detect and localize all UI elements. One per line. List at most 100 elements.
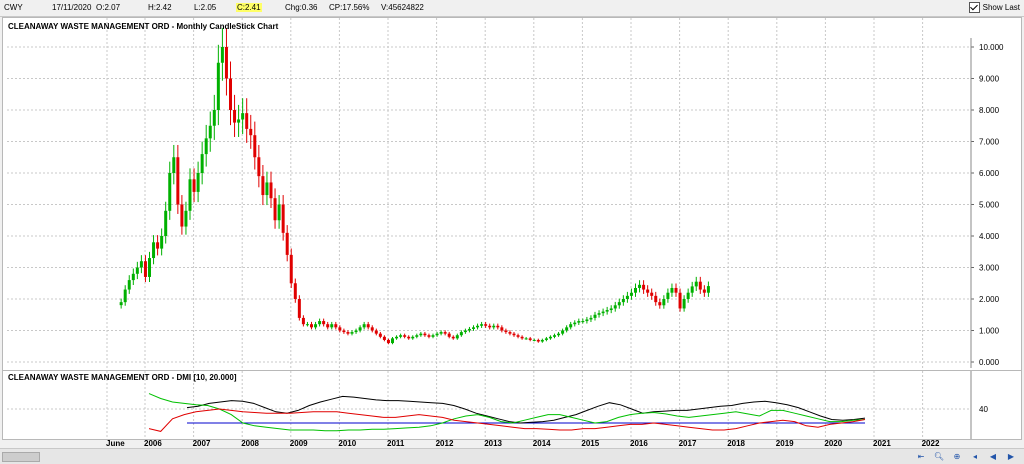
candle-down [374, 330, 378, 334]
candle-up [662, 299, 666, 306]
x-tick-label: 2007 [193, 439, 211, 448]
open-label: O:2.07 [96, 3, 121, 12]
candle-up [625, 295, 629, 299]
x-tick-label: 2022 [922, 439, 940, 448]
dmi-line-diminus [148, 408, 866, 432]
candle-up [184, 210, 188, 227]
candle-up [354, 330, 358, 333]
y-tick-label: 9.000 [979, 75, 1000, 84]
candle-up [212, 110, 216, 126]
candle-down [407, 336, 411, 339]
candle-up [585, 319, 589, 322]
y-tick-label: 7.000 [979, 138, 1000, 147]
y-tick-label: 2.000 [979, 295, 1000, 304]
step-first-icon[interactable]: ◂ [972, 452, 977, 461]
candle-up [318, 321, 322, 325]
candle-up [439, 332, 443, 334]
price-chart-panel: 0.000 1.000 2.000 3.000 4.000 5.000 6.000 7.000… [2, 17, 1022, 371]
candle-up [435, 333, 439, 336]
show-last-toggle[interactable]: Show Last [968, 2, 1020, 13]
candle-down [512, 333, 516, 336]
candle-up [168, 173, 172, 211]
candle-down [403, 335, 407, 337]
x-tick-label: 2015 [581, 439, 599, 448]
step-forward-icon[interactable]: ▶ [1007, 452, 1015, 461]
candle-up [544, 338, 548, 340]
candle-down [378, 333, 382, 337]
candle-down [269, 182, 273, 199]
candle-down [229, 78, 232, 110]
candle-up [131, 273, 135, 281]
candle-up [188, 179, 192, 211]
candle-up [391, 338, 394, 344]
candle-up [208, 125, 212, 139]
candle-down [484, 324, 488, 326]
candle-up [204, 138, 208, 155]
candle-up [480, 324, 484, 326]
candle-down [654, 295, 658, 303]
candle-up [350, 332, 354, 334]
candle-up [455, 335, 459, 339]
candle-up [277, 204, 281, 221]
zoom-in-icon[interactable]: ⊕ [953, 452, 961, 461]
zoom-icon[interactable]: 🔍︎ [933, 452, 945, 461]
candle-up [577, 321, 581, 323]
candle-up [690, 286, 694, 293]
candle-up [634, 287, 637, 293]
candle-up [160, 236, 164, 249]
candle-up [459, 332, 463, 336]
candle-up [220, 47, 224, 63]
candle-up [139, 261, 143, 268]
candle-down [334, 324, 338, 328]
date-label: 17/11/2020 [52, 3, 92, 12]
x-tick-label: 2018 [727, 439, 745, 448]
dmi-chart[interactable]: 40 [3, 371, 1021, 439]
price-chart[interactable]: 0.000 1.000 2.000 3.000 4.000 5.000 6.000 7.000… [3, 18, 1021, 370]
candle-up [492, 325, 496, 328]
candle-down [536, 339, 540, 342]
step-back-icon[interactable]: ◀ [989, 452, 997, 461]
candle-up [548, 336, 552, 339]
candle-down [301, 317, 305, 325]
x-tick-label: 2014 [533, 439, 551, 448]
show-last-checkbox[interactable] [968, 2, 980, 13]
quote-bar: CWY 17/11/2020 O:2.07 H:2.42 L:2.05 C:2.… [0, 0, 1024, 17]
scrollbar-thumb[interactable] [2, 452, 40, 462]
chart-scrollbar[interactable]: ⇤ 🔍︎ ⊕ ◂ ◀ ▶ [0, 448, 1024, 464]
candle-down [293, 283, 297, 299]
x-tick-label: 2019 [776, 439, 794, 448]
candle-down [451, 336, 455, 339]
x-tick-label: 2010 [338, 439, 356, 448]
x-tick-label: 2012 [436, 439, 454, 448]
candle-up [148, 258, 151, 277]
candle-down [488, 325, 492, 328]
candle-down [678, 292, 682, 309]
change-pct-label: CP:17.56% [329, 3, 370, 12]
candle-up [557, 333, 561, 336]
y-tick-label: 6.000 [979, 169, 1000, 178]
candle-up [415, 335, 419, 337]
candle-up [597, 313, 601, 315]
candle-up [431, 335, 435, 337]
symbol-label: CWY [4, 3, 23, 12]
candle-down [520, 336, 524, 339]
candle-down [192, 179, 196, 192]
candle-up [395, 336, 399, 339]
candle-up [467, 328, 471, 331]
y-tick-label: 5.000 [979, 201, 1000, 210]
candle-down [273, 198, 277, 221]
candle-up [540, 339, 544, 342]
candle-down [370, 327, 374, 331]
candle-down [289, 254, 293, 284]
candle-down [253, 135, 257, 158]
x-tick-label: 2009 [290, 439, 308, 448]
candle-up [581, 321, 585, 323]
zoom-out-icon[interactable]: ⇤ [917, 452, 925, 461]
candle-up [553, 335, 556, 337]
candle-up [589, 317, 593, 320]
candle-up [463, 330, 467, 333]
candle-down [642, 284, 646, 290]
candle-down [233, 110, 237, 123]
y-tick-label: 10.000 [979, 43, 1004, 52]
candle-down [386, 339, 390, 344]
